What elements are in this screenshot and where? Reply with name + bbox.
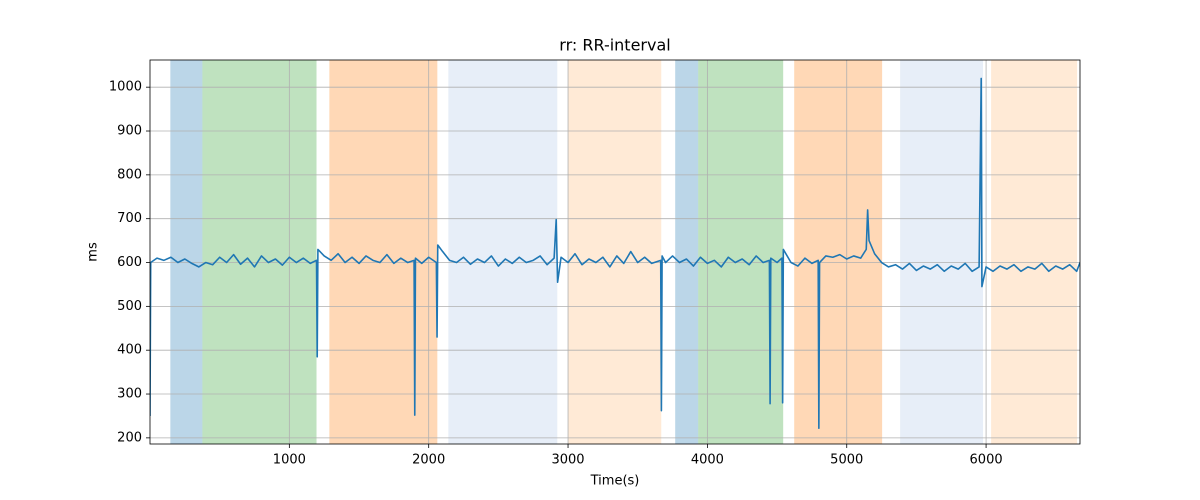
x-tick-label: 1000 xyxy=(273,453,306,468)
shaded-span xyxy=(202,60,317,444)
y-tick-label: 900 xyxy=(117,124,142,139)
y-tick-label: 500 xyxy=(117,299,142,314)
shaded-span xyxy=(794,60,883,444)
plot-frame xyxy=(149,59,1081,445)
shaded-span xyxy=(698,60,784,444)
shaded-span xyxy=(329,60,438,444)
shaded-span xyxy=(568,60,662,444)
shaded-span xyxy=(675,60,699,444)
shaded-span xyxy=(991,60,1078,444)
data-line xyxy=(150,77,1080,430)
x-tick-label: 6000 xyxy=(970,453,1003,468)
y-tick-label: 400 xyxy=(117,343,142,358)
y-tick-label: 200 xyxy=(117,430,142,445)
shaded-span xyxy=(170,60,203,444)
x-tick-label: 5000 xyxy=(830,453,863,468)
y-tick-label: 300 xyxy=(117,387,142,402)
x-axis-label: Time(s) xyxy=(590,474,640,489)
x-tick-label: 2000 xyxy=(412,453,445,468)
y-tick-label: 800 xyxy=(117,167,142,182)
y-axis-label: ms xyxy=(86,242,101,262)
y-tick-label: 700 xyxy=(117,211,142,226)
y-tick-label: 600 xyxy=(117,255,142,270)
shaded-span xyxy=(900,60,984,444)
y-tick-label: 1000 xyxy=(109,80,142,95)
shaded-span xyxy=(448,60,558,444)
x-tick-label: 3000 xyxy=(551,453,584,468)
chart-title: rr: RR-interval xyxy=(559,36,670,55)
x-tick-label: 4000 xyxy=(691,453,724,468)
